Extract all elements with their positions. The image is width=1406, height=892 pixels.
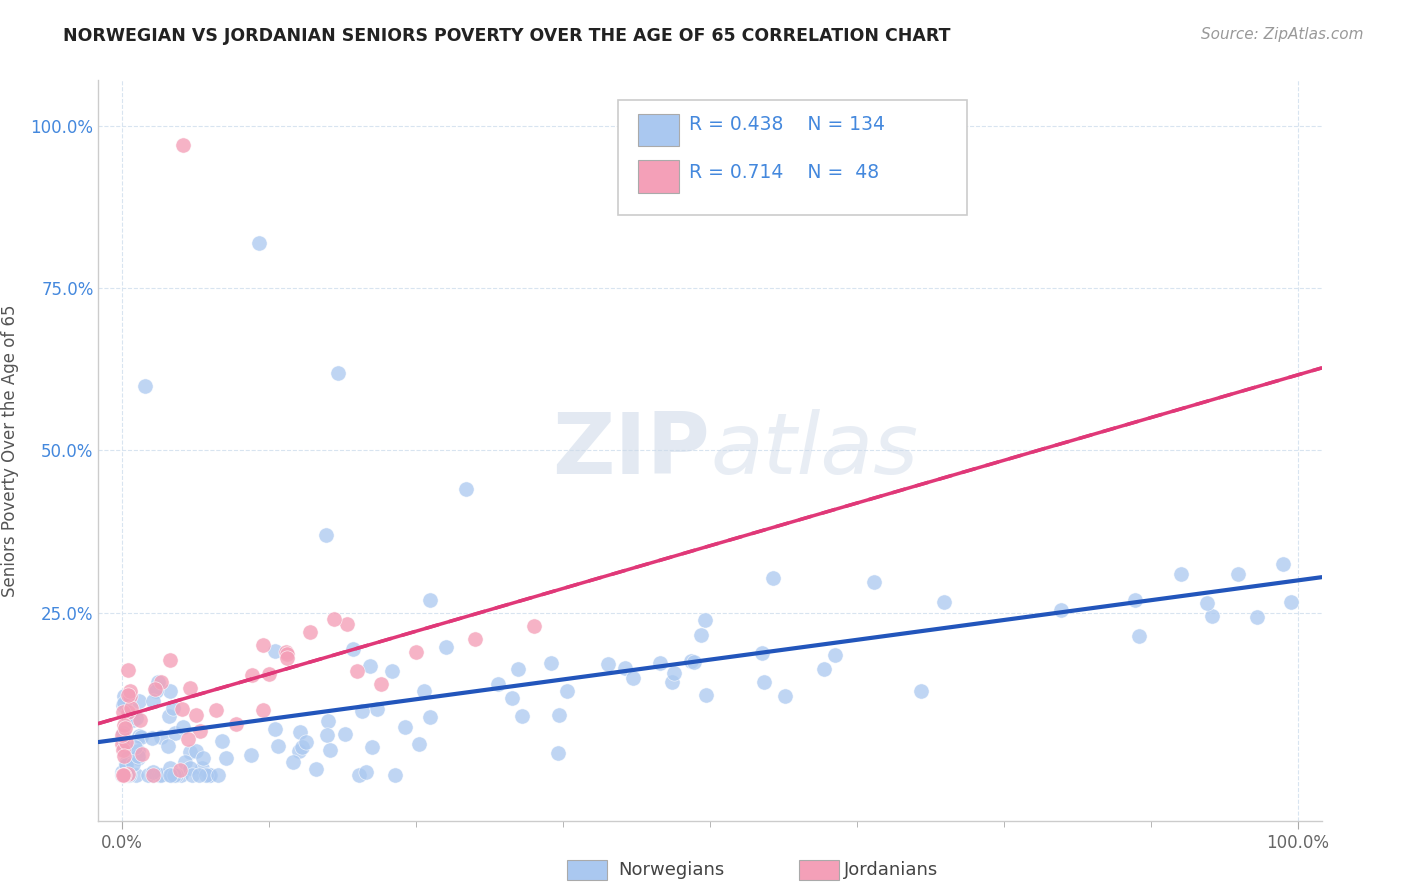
Text: R = 0.714    N =  48: R = 0.714 N = 48: [689, 162, 879, 182]
Y-axis label: Seniors Poverty Over the Age of 65: Seniors Poverty Over the Age of 65: [1, 304, 20, 597]
Text: atlas: atlas: [710, 409, 918, 492]
FancyBboxPatch shape: [619, 100, 967, 215]
Text: Jordanians: Jordanians: [844, 861, 938, 879]
FancyBboxPatch shape: [638, 113, 679, 146]
FancyBboxPatch shape: [638, 161, 679, 193]
Text: NORWEGIAN VS JORDANIAN SENIORS POVERTY OVER THE AGE OF 65 CORRELATION CHART: NORWEGIAN VS JORDANIAN SENIORS POVERTY O…: [63, 27, 950, 45]
Text: R = 0.438    N = 134: R = 0.438 N = 134: [689, 115, 886, 134]
Text: Norwegians: Norwegians: [619, 861, 725, 879]
Text: Source: ZipAtlas.com: Source: ZipAtlas.com: [1201, 27, 1364, 42]
Text: ZIP: ZIP: [553, 409, 710, 492]
